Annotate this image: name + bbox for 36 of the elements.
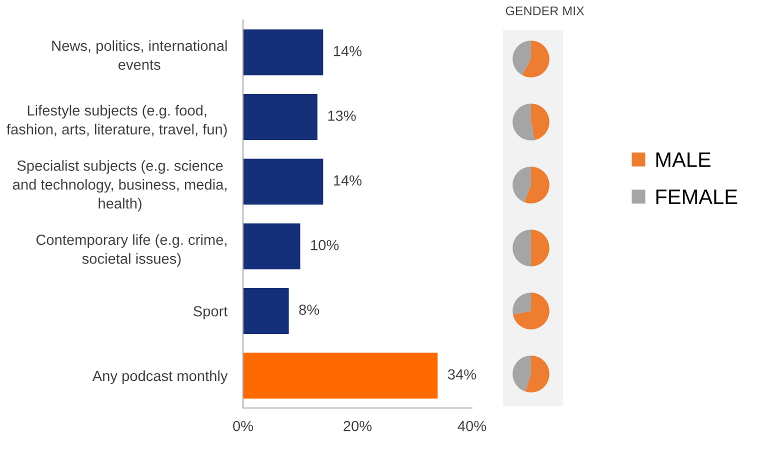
x-tick-label: 40% (458, 420, 486, 432)
y-tick-label: Any podcast monthly (92, 370, 228, 384)
pie-slice (512, 104, 534, 140)
chart-title: GENDER MIX (506, 6, 584, 16)
pie-slice (522, 40, 550, 78)
bar (243, 288, 289, 334)
data-label: 13% (328, 110, 356, 121)
pie-slice (512, 230, 531, 266)
bar (243, 29, 324, 76)
x-tick-label: 0% (233, 420, 254, 432)
data-label: 10% (311, 240, 339, 250)
pie-slice (512, 40, 531, 76)
pie-slice (531, 104, 550, 140)
bar (243, 223, 300, 270)
y-tick-label: Sport (194, 306, 228, 320)
data-label: 34% (448, 369, 476, 380)
data-label: 8% (299, 304, 320, 315)
pie-slice (525, 356, 550, 392)
legend-label: MALE (656, 152, 711, 167)
bar (243, 352, 438, 399)
bar (243, 158, 324, 205)
bar (243, 94, 318, 140)
pie-slice (524, 166, 550, 204)
y-tick-label: News, politics, international events (52, 40, 227, 70)
y-tick-label: Specialist subjects (e.g. science and technology, business, media, health) (12, 160, 226, 212)
pie-slice (512, 292, 550, 330)
x-tick-label: 20% (344, 420, 372, 432)
pie-slice (531, 230, 550, 266)
pie-slice (512, 166, 531, 202)
pie-slice (512, 292, 531, 314)
y-tick-label: Contemporary life (e.g. crime, societal issues) (36, 234, 226, 267)
y-tick-label: Lifestyle subjects (e.g. food, fashion, arts, literature, travel, fun) (6, 104, 227, 138)
legend-label: FEMALE (656, 190, 738, 204)
data-label: 14% (334, 46, 362, 56)
pie-slice (512, 356, 531, 392)
data-label: 14% (334, 175, 362, 186)
